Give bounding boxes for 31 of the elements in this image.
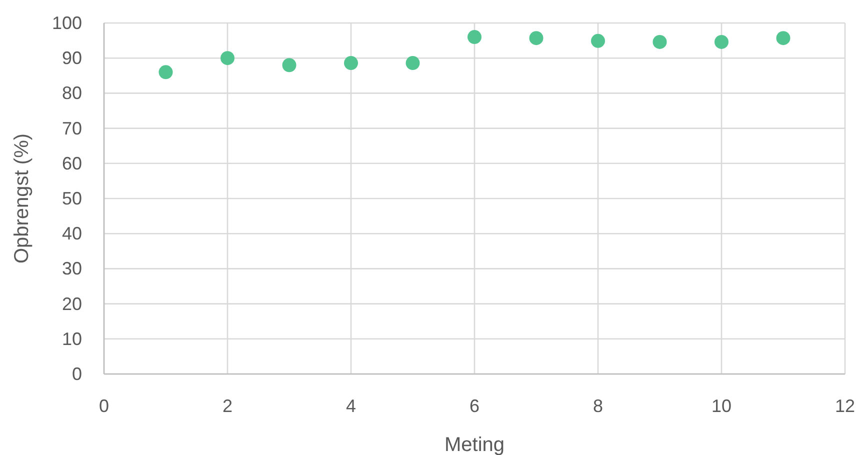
y-tick-label: 60 — [62, 153, 82, 174]
point — [220, 51, 234, 66]
x-tick-label: 4 — [346, 396, 356, 416]
y-tick-label: 20 — [62, 294, 82, 314]
point — [468, 30, 482, 44]
x-axis-title: Meting — [444, 434, 505, 455]
y-tick-label: 10 — [62, 328, 82, 349]
point — [344, 56, 358, 70]
point — [776, 31, 790, 46]
y-tick-label: 70 — [62, 118, 82, 138]
y-tick-label: 90 — [62, 48, 82, 68]
x-tick-label: 10 — [711, 396, 732, 416]
point — [591, 34, 605, 48]
y-tick-label: 40 — [62, 224, 82, 244]
point — [652, 34, 667, 49]
y-tick-label: 0 — [72, 364, 82, 384]
x-tick-label: 12 — [834, 396, 856, 416]
y-tick-label: 80 — [62, 83, 82, 104]
x-tick-label: 8 — [592, 396, 604, 416]
x-tick-label: 2 — [222, 396, 233, 416]
point — [714, 34, 728, 49]
point — [158, 65, 173, 80]
point — [406, 56, 420, 70]
y-tick-label: 30 — [62, 258, 82, 279]
point — [529, 31, 544, 46]
y-axis-title: Opbrengst (%) — [11, 133, 33, 264]
x-tick-label: 0 — [98, 396, 110, 416]
y-tick-label: 100 — [52, 13, 82, 33]
x-tick-label: 6 — [469, 396, 480, 416]
y-tick-label: 50 — [62, 188, 82, 208]
point — [282, 58, 296, 72]
